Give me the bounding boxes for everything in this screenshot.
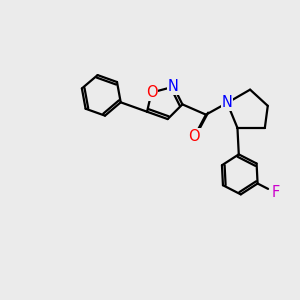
Text: N: N	[168, 79, 179, 94]
Text: O: O	[146, 85, 157, 100]
Text: O: O	[188, 129, 200, 144]
Text: N: N	[222, 95, 232, 110]
Text: F: F	[272, 185, 280, 200]
